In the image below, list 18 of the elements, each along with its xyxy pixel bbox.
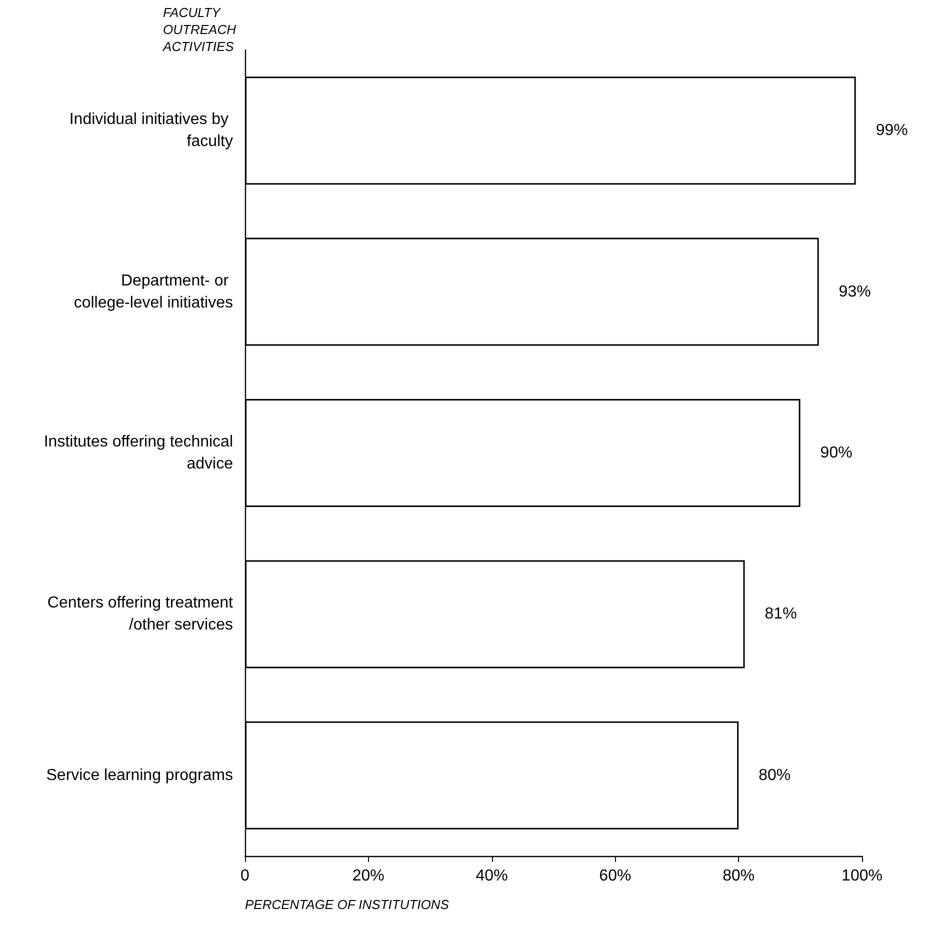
data-label: 93% — [838, 283, 871, 300]
x-tick-label: 80% — [722, 868, 755, 884]
x-axis-title: PERCENTAGE OF INSTITUTIONS — [245, 897, 450, 912]
x-tick-label: 0 — [240, 868, 250, 884]
x-tick-label: 40% — [476, 868, 508, 884]
data-label: 99% — [876, 122, 908, 140]
x-tick-label: 60% — [599, 868, 632, 884]
y-axis-title: FACULTY OUTREACH ACTIVITIES — [162, 5, 237, 54]
y-tick-label: Department- or college-level initiatives — [74, 272, 233, 312]
y-tick-label: Individual initiatives by faculty — [69, 111, 233, 150]
data-label: 80% — [758, 766, 791, 784]
data-label: 90% — [820, 444, 852, 462]
y-tick-label: Institutes offering technical advice — [44, 434, 234, 472]
y-tick-label: Centers offering treatment/other services — [47, 594, 234, 634]
data-label: 81% — [764, 606, 797, 623]
x-tick-label: 20% — [352, 868, 384, 884]
x-tick-label: 100% — [842, 868, 882, 884]
y-tick-label: Service learning programs — [46, 766, 233, 784]
